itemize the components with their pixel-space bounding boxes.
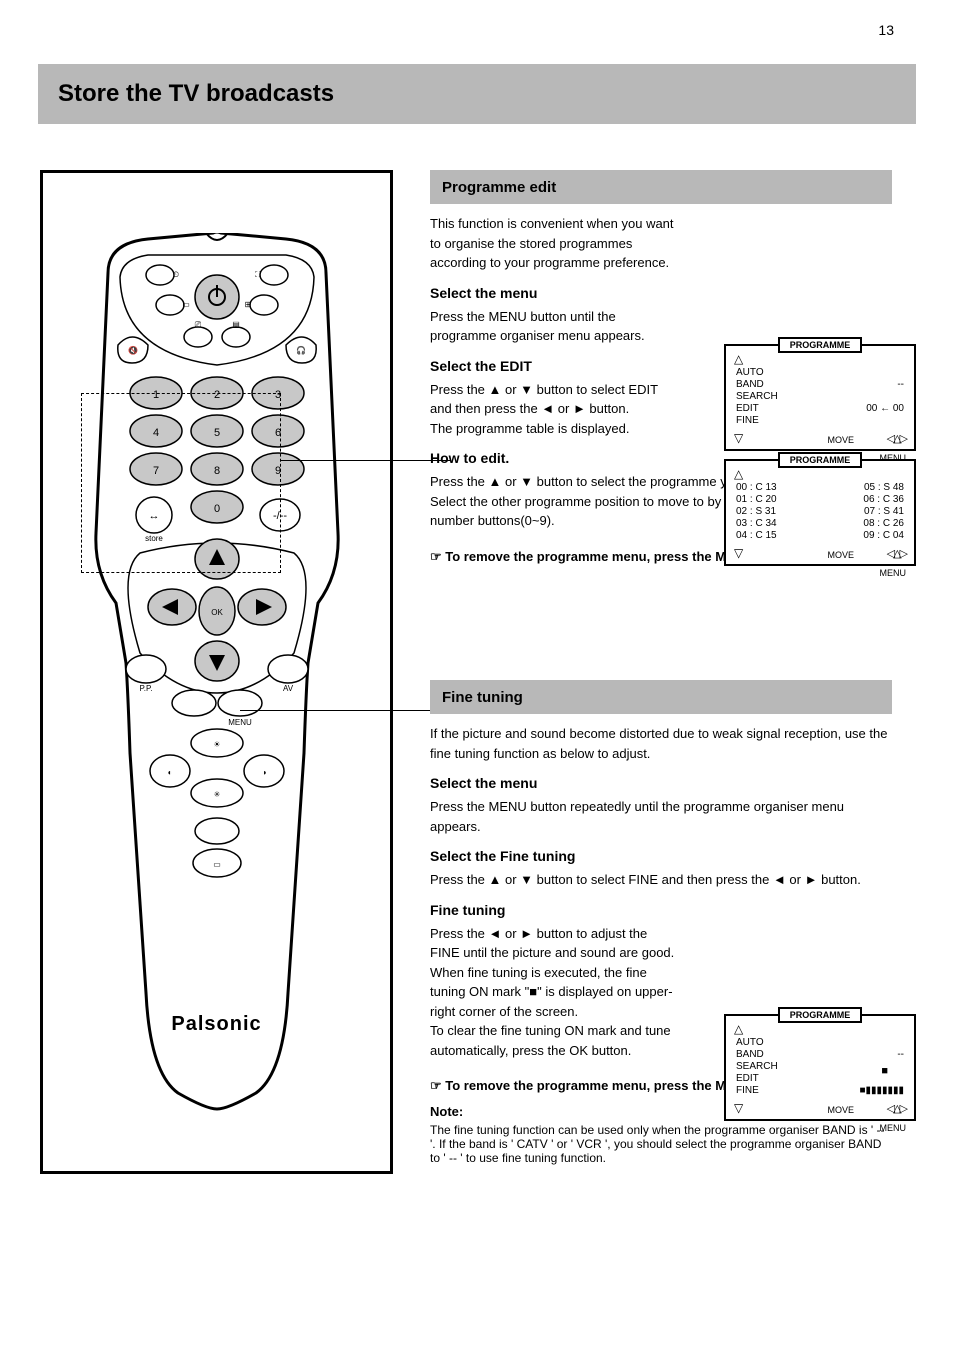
- svg-text:▭: ▭: [213, 860, 221, 869]
- svg-text:◑: ◑: [261, 768, 266, 777]
- remote-frame: ⏲ ⛶ ▭ ⊞ ⎚ ▤ 🔇 🎧 1 2: [40, 170, 393, 1174]
- section2-body: If the picture and sound become distorte…: [430, 724, 920, 1165]
- right-column: Programme edit This function is convenie…: [430, 170, 920, 1191]
- svg-text:🎧: 🎧: [296, 345, 306, 355]
- osd3-menu: MENU: [880, 1123, 907, 1133]
- svg-text:☀: ☀: [213, 740, 220, 749]
- s1-intro: This function is convenient when you wan…: [430, 214, 680, 273]
- s2-intro: If the picture and sound become distorte…: [430, 724, 890, 763]
- menu-label: MENU: [228, 718, 252, 727]
- s1-h1: Select the menu: [430, 285, 920, 301]
- osd2-move: MOVE: [827, 550, 854, 560]
- svg-text:✳: ✳: [213, 790, 220, 799]
- remote-body: ⏲ ⛶ ▭ ⊞ ⎚ ▤ 🔇 🎧 1 2: [88, 233, 346, 1113]
- section2-bar: Fine tuning: [430, 680, 892, 714]
- svg-text:🔇: 🔇: [128, 345, 138, 355]
- tri-up-icon: [734, 352, 743, 366]
- s2-s3a: Press the ◄ or ► button to adjust the FI…: [430, 924, 680, 963]
- svg-text:⛶: ⛶: [254, 270, 261, 279]
- s2-h1: Select the menu: [430, 775, 920, 791]
- keypad-highlight: [81, 393, 281, 573]
- svg-text:⊞: ⊞: [244, 300, 251, 309]
- tri-up-icon: [734, 1022, 743, 1036]
- osd1: PROGRAMME AUTO BAND-- SEARCH EDIT00 ← 00…: [724, 344, 916, 451]
- lr-icon: [887, 547, 906, 560]
- tri-dn-icon: [734, 546, 743, 560]
- tri-dn-icon: [734, 1101, 743, 1115]
- svg-text:⏲: ⏲: [172, 270, 178, 279]
- osd2-menu: MENU: [880, 568, 907, 578]
- leader-line-2: [240, 710, 450, 711]
- leader-line-1: [280, 460, 450, 461]
- av-label: AV: [282, 684, 293, 693]
- page-number: 13: [878, 22, 894, 38]
- title-bar: Store the TV broadcasts: [38, 64, 916, 124]
- s2-s1: Press the MENU button repeatedly until t…: [430, 797, 890, 836]
- tri-dn-icon: [734, 431, 743, 445]
- pp-label: P.P.: [139, 684, 152, 693]
- remote-svg: ⏲ ⛶ ▭ ⊞ ⎚ ▤ 🔇 🎧 1 2: [88, 233, 346, 1113]
- s2-note-body: The fine tuning function can be used onl…: [430, 1123, 890, 1165]
- osd3-tab: PROGRAMME: [778, 1007, 862, 1023]
- osd1-tab: PROGRAMME: [778, 337, 862, 353]
- osd2: PROGRAMME 00 : C 1305 : S 48 01 : C 2006…: [724, 459, 916, 566]
- lr-icon: [887, 432, 906, 445]
- section1-body: This function is convenient when you wan…: [430, 214, 920, 654]
- svg-text:◐: ◐: [167, 768, 172, 777]
- fine-mark: ■: [881, 1065, 888, 1077]
- ok-label: OK: [211, 608, 223, 617]
- s1-s2a: Press the ▲ or ▼ button to select EDIT a…: [430, 380, 680, 419]
- osd3-move: MOVE: [827, 1105, 854, 1115]
- section1-bar: Programme edit: [430, 170, 892, 204]
- s2-s3c: To clear the fine tuning ON mark and tun…: [430, 1021, 680, 1060]
- osd1-move: MOVE: [827, 435, 854, 445]
- lr-icon: [887, 1102, 906, 1115]
- tri-up-icon: [734, 467, 743, 481]
- s2-h3: Fine tuning: [430, 902, 920, 918]
- osd2-tab: PROGRAMME: [778, 452, 862, 468]
- osd3: PROGRAMME AUTO BAND-- SEARCH EDIT FINE■▮…: [724, 1014, 916, 1121]
- s2-h2: Select the Fine tuning: [430, 848, 920, 864]
- svg-text:▭: ▭: [182, 300, 190, 309]
- s2-s3b: When fine tuning is executed, the fine t…: [430, 963, 680, 1022]
- brand-label: Palsonic: [171, 1013, 261, 1036]
- s1-s2b: The programme table is displayed.: [430, 419, 680, 439]
- remote-panel: ⏲ ⛶ ▭ ⊞ ⎚ ▤ 🔇 🎧 1 2: [40, 170, 393, 1174]
- s2-s2: Press the ▲ or ▼ button to select FINE a…: [430, 870, 890, 890]
- svg-text:▤: ▤: [232, 320, 240, 329]
- svg-text:⎚: ⎚: [194, 320, 201, 329]
- s1-s1: Press the MENU button until the programm…: [430, 307, 680, 346]
